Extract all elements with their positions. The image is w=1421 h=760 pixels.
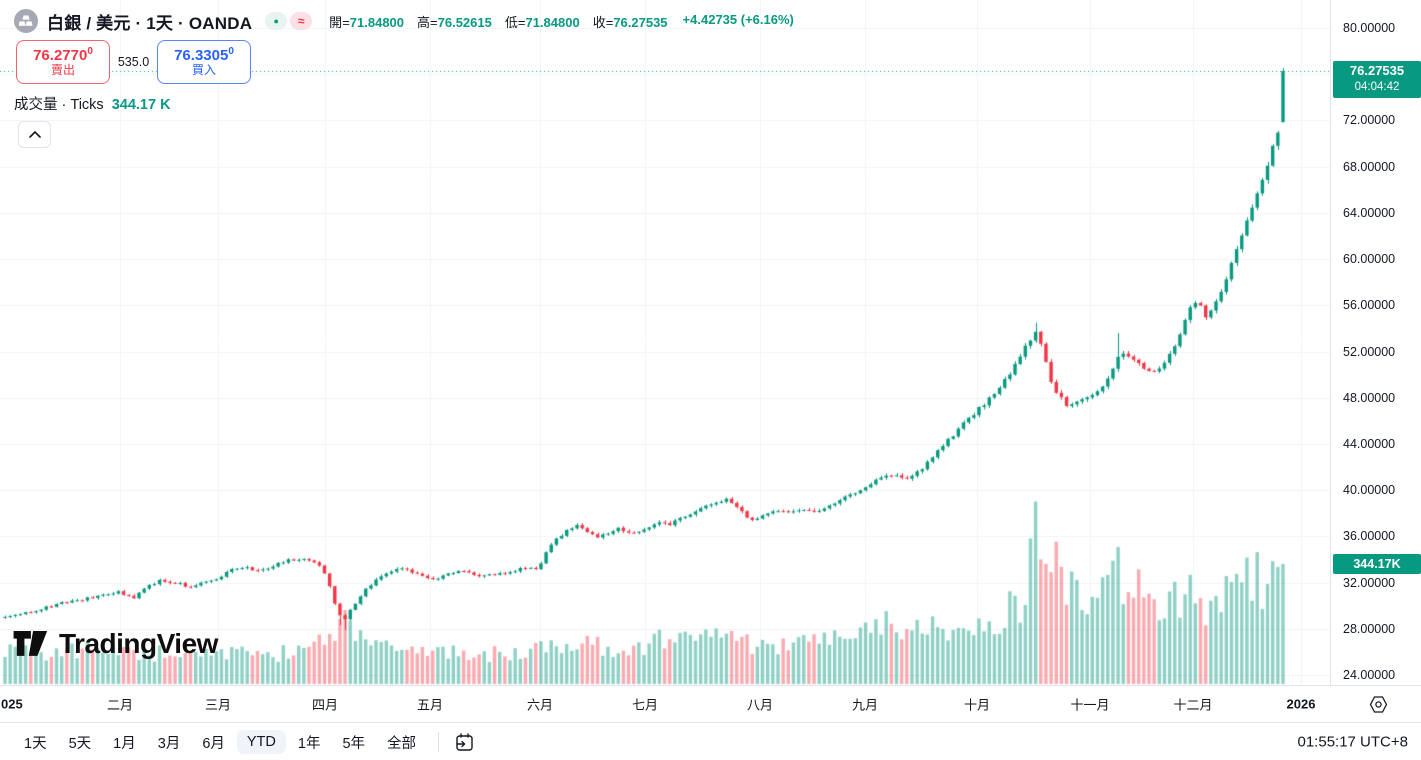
sell-button[interactable]: 76.27700 賣出 — [16, 40, 110, 84]
change-value: +4.42735 (+6.16%) — [682, 11, 794, 27]
time-axis-label: 四月 — [311, 697, 339, 713]
price-axis-label: 36.00000 — [1343, 529, 1396, 544]
price-axis-label: 60.00000 — [1343, 252, 1396, 267]
buy-label: 買入 — [191, 63, 216, 78]
time-axis-label: 五月 — [416, 697, 444, 713]
range-button-1月[interactable]: 1月 — [113, 735, 136, 752]
time-axis-label: 八月 — [746, 697, 774, 713]
price-axis-label: 68.00000 — [1343, 159, 1396, 174]
volume-value: 344.17 K — [111, 97, 171, 113]
bar-countdown: 04:04:42 — [1354, 80, 1400, 93]
buy-button[interactable]: 76.33050 買入 — [157, 40, 251, 84]
price-axis-label: 52.00000 — [1343, 344, 1396, 359]
volume-label: 成交量 · Ticks — [14, 97, 104, 113]
session-clock[interactable]: 01:55:17 UTC+8 — [1297, 733, 1409, 751]
price-axis-label: 44.00000 — [1343, 436, 1396, 451]
tradingview-watermark[interactable]: TradingView — [13, 628, 218, 660]
time-axis-label: 三月 — [204, 697, 232, 713]
time-axis-label: 025 — [1, 696, 23, 712]
time-axis-label: 十二月 — [1173, 697, 1213, 713]
toolbar-divider — [438, 732, 440, 752]
open-value: 71.84800 — [349, 14, 405, 30]
symbol-legend: 白銀 / 美元 · 1天 · OANDA ● ≈ 開=71.84800 高=76… — [14, 8, 794, 34]
range-button-6月[interactable]: 6月 — [202, 735, 225, 752]
price-axis-label: 32.00000 — [1343, 575, 1396, 590]
range-button-全部[interactable]: 全部 — [387, 735, 417, 752]
time-axis-label: 2026 — [1286, 696, 1316, 712]
collapse-legend-button[interactable] — [18, 121, 51, 148]
time-axis-label: 十月 — [963, 697, 991, 713]
high-value: 76.52615 — [437, 14, 492, 30]
last-price-value: 76.27535 — [1349, 63, 1405, 79]
open-label: 開 — [329, 14, 343, 30]
price-axis-label: 80.00000 — [1343, 21, 1396, 35]
gear-icon — [1369, 695, 1387, 713]
calendar-goto-icon — [455, 732, 473, 751]
sell-label: 賣出 — [50, 63, 75, 78]
chevron-up-icon — [28, 131, 41, 138]
range-button-5年[interactable]: 5年 — [342, 735, 366, 752]
last-price-badge: 76.27535 04:04:42 — [1333, 61, 1421, 98]
range-button-3月[interactable]: 3月 — [157, 735, 181, 752]
close-value: 76.27535 — [613, 14, 668, 30]
time-axis-label: 六月 — [526, 697, 554, 713]
go-to-date-button[interactable] — [451, 729, 477, 755]
price-axis-label: 28.00000 — [1343, 621, 1396, 636]
volume-badge: 344.17K — [1333, 553, 1421, 574]
low-label: 低 — [504, 14, 518, 30]
ohlc-values: 開=71.84800 高=76.52615 低=71.84800 收=76.27… — [329, 11, 794, 30]
price-axis-label: 72.00000 — [1343, 113, 1396, 128]
price-axis-label: 24.00000 — [1343, 668, 1396, 682]
time-axis[interactable]: 025 二月 三月 四月 五月 六月 七月 八月 九月 十月 十一月 十二月 2026 — [0, 685, 1421, 723]
range-button-1年[interactable]: 1年 — [297, 735, 321, 752]
price-axis-label: 48.00000 — [1343, 390, 1396, 405]
symbol-title[interactable]: 白銀 / 美元 · 1天 · OANDA — [47, 13, 253, 33]
price-axis-label: 56.00000 — [1343, 298, 1396, 313]
tradingview-logo-icon — [13, 631, 48, 656]
symbol-logo-silver-icon — [14, 9, 38, 33]
time-axis-label: 七月 — [631, 697, 659, 713]
bottom-toolbar: 1天 5天 1月 3月 6月 YTD 1年 5年 全部 01:55:17 UTC+8 — [0, 724, 1421, 760]
high-label: 高 — [417, 14, 431, 30]
time-axis-label: 九月 — [851, 697, 879, 713]
range-button-5天[interactable]: 5天 — [68, 735, 92, 752]
time-axis-label: 二月 — [106, 697, 134, 713]
time-axis-label: 十一月 — [1070, 697, 1110, 713]
price-axis-label: 40.00000 — [1343, 483, 1396, 498]
price-axis[interactable]: 76.27535 04:04:42 344.17K 80.00000 72.000… — [1330, 0, 1421, 685]
range-button-YTD[interactable]: YTD — [236, 730, 286, 754]
volume-legend: 成交量 · Ticks 344.17 K — [14, 93, 171, 114]
market-open-dot-icon[interactable]: ● — [265, 12, 288, 30]
range-button-1天[interactable]: 1天 — [24, 735, 47, 752]
trade-panel: 76.27700 賣出 535.0 76.33050 買入 — [16, 40, 251, 84]
low-value: 71.84800 — [525, 14, 580, 30]
axis-settings-button[interactable] — [1366, 693, 1390, 715]
spread-value: 535.0 — [117, 55, 150, 69]
approx-price-icon[interactable]: ≈ — [290, 12, 313, 30]
price-axis-label: 64.00000 — [1343, 205, 1396, 220]
price-chart-canvas[interactable] — [0, 0, 1330, 685]
watermark-text: TradingView — [59, 628, 218, 659]
close-label: 收 — [592, 14, 606, 30]
